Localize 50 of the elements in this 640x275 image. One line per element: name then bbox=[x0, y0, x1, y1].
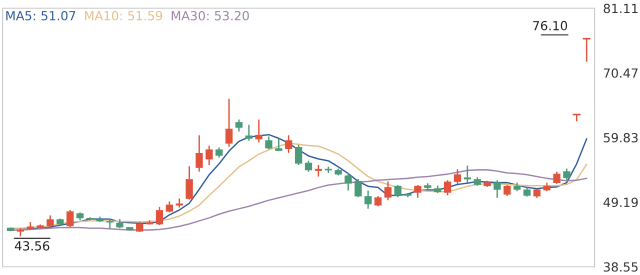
candlestick bbox=[394, 184, 402, 198]
text: MA10: 51.59 bbox=[85, 10, 162, 20]
candlestick bbox=[563, 168, 570, 181]
candlestick bbox=[364, 190, 372, 210]
candlestick bbox=[46, 214, 54, 228]
annotation: 43.56 bbox=[14, 241, 50, 251]
candlestick bbox=[444, 180, 452, 196]
candlestick bbox=[225, 98, 233, 148]
candlestick bbox=[294, 144, 302, 166]
candlestick bbox=[206, 144, 213, 166]
candlestick bbox=[533, 188, 541, 199]
candlestick bbox=[196, 134, 203, 172]
candlestick bbox=[186, 166, 193, 200]
candlestick bbox=[494, 180, 501, 199]
candlestick bbox=[265, 136, 272, 150]
candlestick bbox=[572, 114, 581, 122]
candlestick bbox=[304, 160, 312, 172]
candlestick bbox=[384, 180, 392, 201]
text: MA30: 53.20 bbox=[172, 10, 249, 20]
y-tick-label: 81.11 bbox=[604, 4, 638, 14]
y-tick-label: 49.19 bbox=[604, 198, 638, 208]
candlestick bbox=[275, 138, 282, 152]
candlestick bbox=[314, 164, 322, 178]
candlestick bbox=[344, 172, 352, 192]
candlestick bbox=[166, 200, 174, 214]
candlestick bbox=[116, 218, 124, 229]
candlestick bbox=[504, 184, 511, 197]
candlestick bbox=[235, 118, 243, 132]
y-tick-label: 59.83 bbox=[604, 132, 638, 142]
candlestick bbox=[66, 209, 74, 228]
candlestick bbox=[414, 184, 422, 199]
candlestick bbox=[374, 195, 382, 208]
y-tick-label: 38.55 bbox=[604, 262, 638, 272]
candlestick bbox=[454, 168, 462, 185]
candlestick bbox=[553, 171, 560, 185]
candlestick bbox=[255, 118, 262, 144]
candlestick bbox=[176, 198, 183, 208]
text: MA5: 51.07 bbox=[6, 10, 76, 20]
candlestick bbox=[464, 164, 472, 184]
candlestick bbox=[285, 134, 292, 154]
candlestick bbox=[523, 186, 531, 198]
candlestick bbox=[245, 124, 252, 142]
candlestick bbox=[354, 178, 362, 198]
annotation: 76.10 bbox=[533, 20, 568, 30]
candlestick bbox=[582, 38, 591, 62]
candlestick bbox=[106, 218, 114, 230]
y-tick-label: 70.47 bbox=[604, 68, 638, 78]
candlestick bbox=[156, 206, 164, 226]
candlestick bbox=[216, 146, 223, 158]
candlestick bbox=[136, 220, 144, 233]
